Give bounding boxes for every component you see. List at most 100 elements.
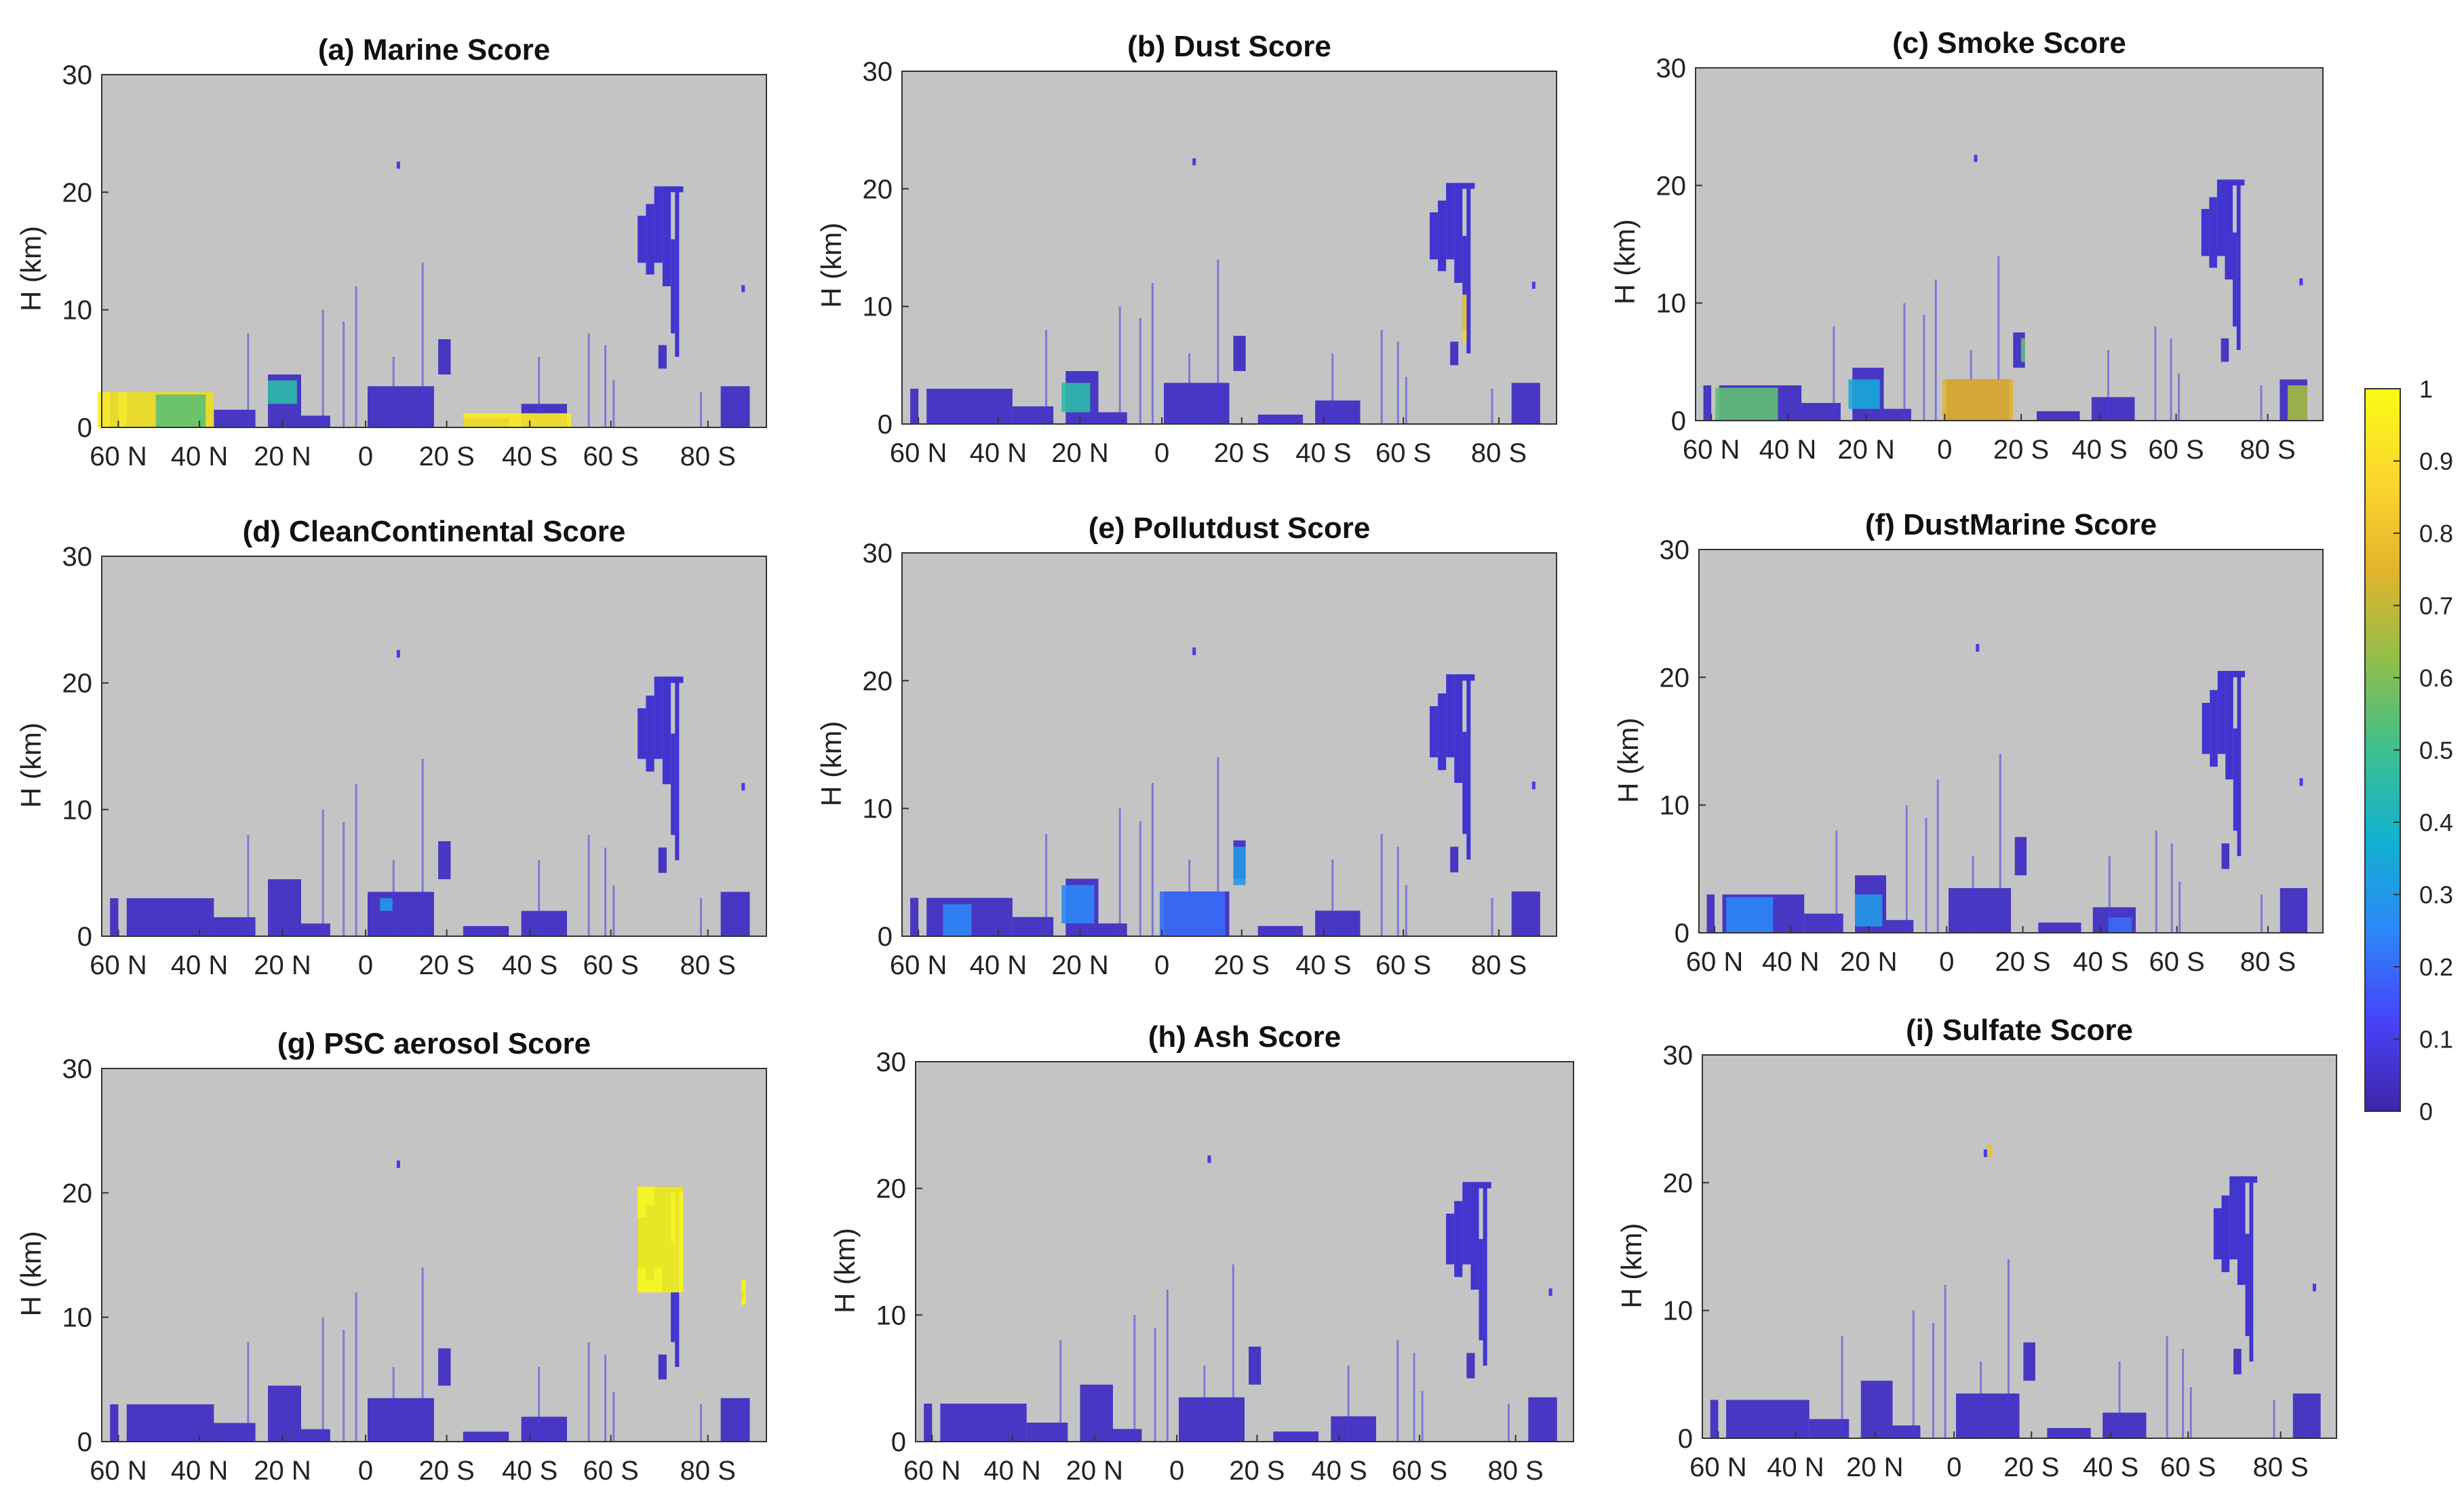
score-region <box>1257 925 1304 936</box>
trace <box>343 822 345 936</box>
x-tick-label: 60 S <box>583 442 639 471</box>
y-tick-label: 30 <box>62 1054 93 1084</box>
trace <box>1133 1315 1136 1442</box>
trace <box>2166 1336 2168 1438</box>
score-region <box>1098 412 1127 424</box>
trace <box>355 784 357 936</box>
score-region <box>1710 1400 1719 1438</box>
x-tick-label: 20 S <box>1229 1456 1285 1486</box>
trace <box>392 860 395 936</box>
trace <box>247 834 250 936</box>
score-region <box>301 415 330 427</box>
speck <box>1983 1149 1987 1157</box>
trace <box>1151 783 1154 936</box>
plume-region <box>1454 674 1463 783</box>
speck <box>1976 644 1980 652</box>
x-tick-label: 40 S <box>1295 438 1351 468</box>
x-tick-label: 60 N <box>1686 947 1744 977</box>
plume-region <box>1454 182 1463 283</box>
x-tick-label: 60 S <box>1392 1456 1447 1486</box>
trace <box>1118 306 1121 424</box>
trace <box>1491 389 1493 424</box>
trace <box>247 333 250 427</box>
plume-region <box>2217 670 2226 754</box>
high-score-region <box>1061 885 1095 924</box>
trace <box>1923 315 1925 421</box>
score-region <box>2014 836 2027 876</box>
panel-title: (h) Ash Score <box>1148 1020 1341 1054</box>
score-region <box>1273 1431 1319 1442</box>
x-tick-label: 20 N <box>1846 1452 1904 1482</box>
x-tick-label: 20 S <box>2003 1452 2059 1482</box>
panel-title: (a) Marine Score <box>318 33 550 66</box>
score-region <box>1012 406 1054 424</box>
trace <box>2107 350 2110 421</box>
trace <box>538 1367 541 1442</box>
trace <box>612 380 615 427</box>
x-tick-label: 60 S <box>583 1456 639 1486</box>
colorbar-tick-label: 0.4 <box>2419 809 2453 836</box>
colorbar-tick-label: 0.7 <box>2419 592 2453 620</box>
y-tick-label: 20 <box>863 666 893 696</box>
x-tick-label: 20 S <box>1214 950 1270 980</box>
trace <box>1118 808 1121 936</box>
score-region <box>438 339 451 374</box>
plume-region <box>2233 728 2237 831</box>
trace <box>1217 259 1219 424</box>
high-score-region <box>1159 891 1226 936</box>
plume-region <box>1458 674 1475 681</box>
panel-a: 0 10 20 30 60 N 40 N 20 N 0 20 S 40 S 60 S 80 S H (k… <box>15 33 767 471</box>
x-tick-label: 60 S <box>1375 950 1431 980</box>
trace <box>343 322 345 427</box>
plume-region <box>1462 235 1467 330</box>
plume-region <box>2209 197 2217 268</box>
plume-region <box>654 186 663 263</box>
score-region <box>1860 1381 1893 1438</box>
plume-region <box>1474 1182 1491 1189</box>
y-tick-label: 20 <box>1663 1168 1694 1198</box>
speck <box>1974 155 1978 162</box>
trace <box>612 1391 615 1442</box>
x-tick-label: 60 S <box>2149 947 2205 977</box>
x-tick-label: 20 N <box>1840 947 1898 977</box>
trace <box>1059 1340 1062 1442</box>
trace <box>1188 353 1191 424</box>
trace <box>2108 856 2111 933</box>
x-tick-label: 80 S <box>2240 947 2296 977</box>
trace <box>1331 353 1334 424</box>
trace <box>355 286 357 427</box>
plume-region <box>2201 209 2210 256</box>
trace <box>1491 898 1493 936</box>
score-region <box>1466 1353 1475 1379</box>
trace <box>1045 330 1048 424</box>
trace <box>587 333 590 427</box>
y-tick-label: 0 <box>77 1427 92 1457</box>
score-region <box>1956 1393 2020 1438</box>
y-tick-label: 0 <box>77 413 92 443</box>
score-region <box>214 1423 256 1442</box>
plume-region <box>2249 1176 2254 1362</box>
x-tick-label: 60 S <box>583 950 639 980</box>
score-region <box>2292 1393 2321 1438</box>
high-score-region <box>638 1187 684 1292</box>
x-tick-label: 20 S <box>418 442 474 471</box>
colorbar-tick-label: 0.3 <box>2419 881 2453 909</box>
trace <box>2118 1362 2121 1438</box>
trace <box>421 263 424 427</box>
plume-region <box>2237 670 2242 856</box>
score-region <box>1528 1397 1557 1442</box>
x-tick-label: 40 N <box>970 950 1028 980</box>
score-region <box>301 923 330 936</box>
score-region <box>1703 385 1712 421</box>
high-score-region <box>463 413 572 427</box>
score-region <box>1233 336 1246 371</box>
trace <box>1932 1323 1934 1438</box>
score-region <box>368 1398 434 1442</box>
axes-frame <box>1702 1054 2337 1439</box>
panel-title: (e) Pollutdust Score <box>1089 512 1371 545</box>
trace <box>1912 1310 1915 1438</box>
score-region <box>268 1385 301 1442</box>
plume-region <box>2233 232 2237 327</box>
plume-region <box>2229 670 2245 678</box>
trace <box>1413 1353 1415 1442</box>
